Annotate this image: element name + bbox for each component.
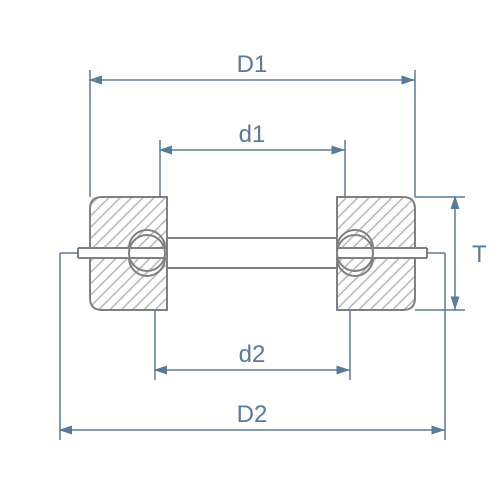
bottom-washer-right bbox=[337, 258, 415, 310]
bearing-diagram: D1 d1 d2 D2 T bbox=[0, 0, 500, 500]
dim-d2: d2 bbox=[155, 310, 350, 380]
left-end-notch bbox=[78, 248, 90, 258]
cage bbox=[167, 238, 337, 268]
label-D2: D2 bbox=[237, 401, 268, 428]
dim-d1: d1 bbox=[160, 121, 345, 197]
right-end-notch bbox=[415, 248, 427, 258]
bottom-washer-left bbox=[90, 258, 167, 310]
top-washer-right bbox=[337, 197, 415, 248]
label-d1: d1 bbox=[239, 121, 266, 148]
top-washer-left bbox=[90, 197, 167, 248]
dim-T: T bbox=[415, 197, 487, 310]
label-D1: D1 bbox=[237, 51, 268, 78]
label-d2: d2 bbox=[239, 341, 266, 368]
label-T: T bbox=[472, 241, 487, 268]
